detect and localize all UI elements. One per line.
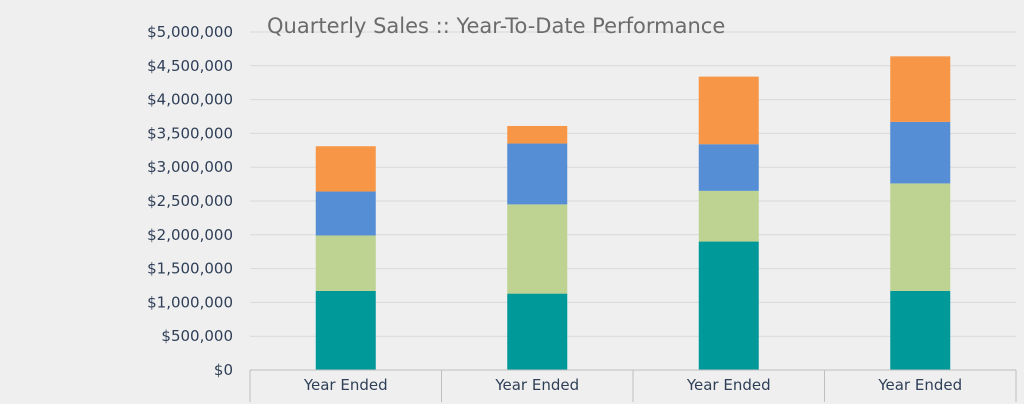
bar-segment-1 — [698, 241, 759, 370]
x-category-label: Year Ended — [494, 376, 579, 394]
y-tick-label: $0 — [214, 361, 233, 379]
chart-title: Quarterly Sales :: Year-To-Date Performa… — [267, 14, 725, 38]
y-tick-label: $3,000,000 — [147, 158, 233, 176]
y-tick-label: $500,000 — [161, 327, 233, 345]
bar-segment-3 — [507, 143, 568, 205]
bar-segment-4 — [890, 56, 951, 122]
y-tick-label: $2,500,000 — [147, 192, 233, 210]
bar-segment-1 — [507, 293, 568, 370]
axes: $0 $500,000 $1,000,000 $1,500,000 $2,000,000… — [147, 23, 1017, 402]
bars — [315, 56, 951, 370]
y-tick-label: $4,500,000 — [147, 57, 233, 75]
y-tick-label: $4,000,000 — [147, 91, 233, 109]
bar-segment-2 — [315, 235, 376, 291]
x-category-label: Year Ended — [686, 376, 771, 394]
y-tick-label: $2,000,000 — [147, 226, 233, 244]
y-tick-label: $3,500,000 — [147, 124, 233, 142]
bar-segment-4 — [698, 76, 759, 145]
bar-segment-3 — [890, 121, 951, 184]
bar-segment-2 — [698, 190, 759, 242]
x-category-label: Year Ended — [303, 376, 388, 394]
bar-segment-4 — [507, 125, 568, 144]
bar-segment-3 — [698, 144, 759, 191]
x-category-label: Year Ended — [877, 376, 962, 394]
bar-segment-2 — [890, 183, 951, 291]
bar-segment-3 — [315, 191, 376, 236]
bar-segment-2 — [507, 204, 568, 294]
y-tick-label: $1,000,000 — [147, 293, 233, 311]
y-tick-label: $1,500,000 — [147, 260, 233, 278]
y-tick-label: $5,000,000 — [147, 23, 233, 41]
bar-segment-1 — [315, 290, 376, 370]
bar-segment-4 — [315, 146, 376, 192]
grid-lines — [250, 31, 1016, 337]
bar-segment-1 — [890, 290, 951, 370]
